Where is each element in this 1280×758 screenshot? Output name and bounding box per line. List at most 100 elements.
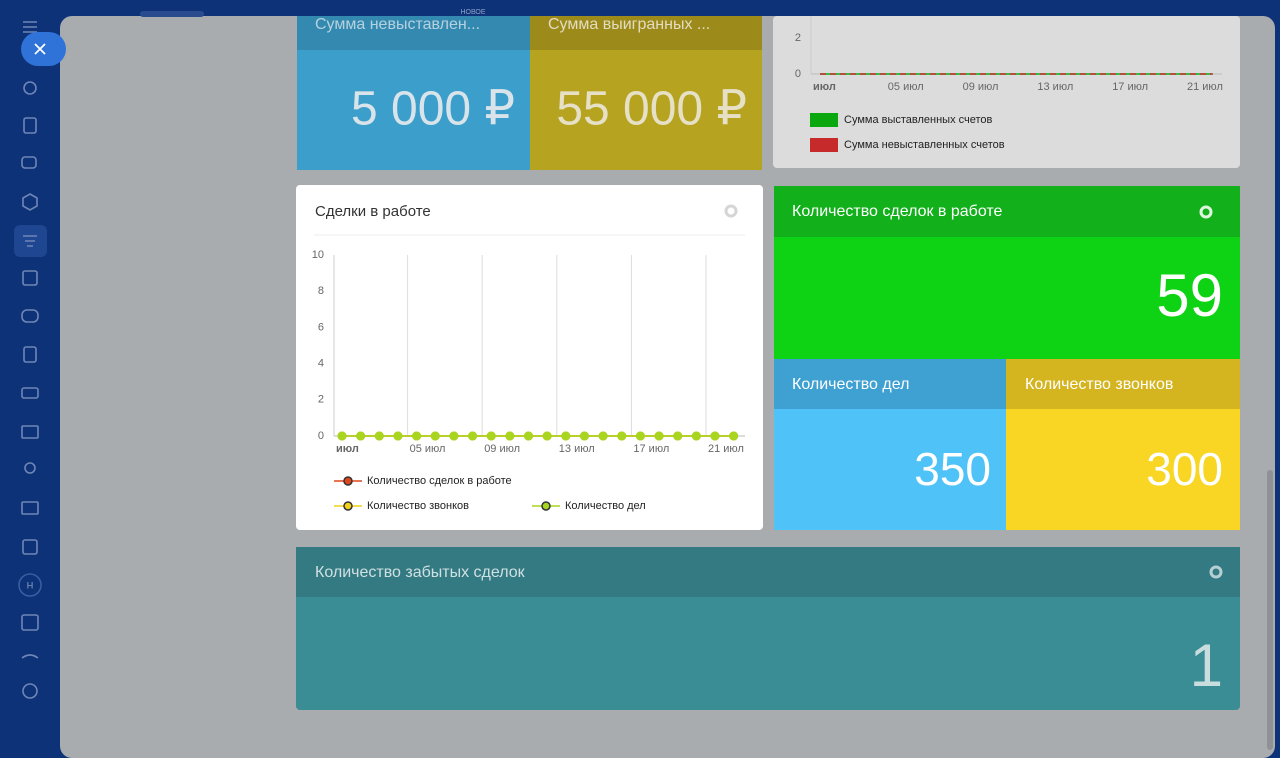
- x-tick-label: 13 июл: [1037, 81, 1073, 93]
- y-tick-label: 2: [318, 394, 324, 406]
- legend-swatch: [810, 138, 838, 152]
- x-tick-label: 17 июл: [633, 443, 669, 455]
- gear-icon[interactable]: [724, 204, 738, 218]
- legend-marker: [343, 501, 353, 511]
- data-point: [561, 431, 571, 441]
- tile-value: 5 000 ₽: [351, 83, 515, 136]
- data-point: [542, 431, 552, 441]
- icon: [23, 346, 37, 363]
- legend-label: Количество дел: [565, 500, 646, 512]
- data-point: [356, 431, 366, 441]
- invoice-chart-card: [773, 16, 1240, 168]
- sidebar-icons: [14, 21, 47, 699]
- icon: [21, 425, 39, 439]
- icon: [21, 654, 39, 659]
- data-point: [635, 431, 645, 441]
- menu-icon: [23, 21, 37, 33]
- data-point: [393, 431, 403, 441]
- y-tick-label: 4: [318, 358, 324, 370]
- data-point: [337, 431, 347, 441]
- avatar: Н: [27, 580, 34, 590]
- x-tick-label: 13 июл: [559, 443, 595, 455]
- deals-chart-card: [296, 185, 763, 530]
- tile-title: Количество забытых сделок: [315, 564, 526, 581]
- badge: НОВОЕ: [460, 9, 485, 16]
- y-tick-label: 10: [312, 249, 324, 261]
- top-tab: [140, 11, 204, 17]
- tile-title: Сумма выигранных ...: [548, 16, 710, 33]
- y-tick-label: 0: [318, 430, 324, 442]
- x-tick-label: июл: [813, 81, 836, 93]
- tile-title: Количество сделок в работе: [792, 203, 1003, 220]
- data-point: [374, 431, 384, 441]
- card-title: Сделки в работе: [315, 203, 431, 220]
- data-point: [579, 431, 589, 441]
- x-tick-label: 09 июл: [484, 443, 520, 455]
- x-tick-label: июл: [336, 443, 359, 455]
- legend-label: Сумма выставленных счетов: [844, 114, 993, 126]
- icon: [21, 387, 39, 399]
- gear-icon[interactable]: [1199, 205, 1213, 219]
- tile-header: [296, 547, 1240, 597]
- close-bg[interactable]: [21, 32, 66, 66]
- tile-value: 350: [914, 443, 991, 495]
- gear-icon[interactable]: [1209, 565, 1223, 579]
- data-point: [412, 431, 422, 441]
- icon: [24, 462, 36, 474]
- data-point: [598, 431, 608, 441]
- tile-title: Количество звонков: [1025, 376, 1173, 393]
- x-tick-label: 21 июл: [1187, 81, 1223, 93]
- tile-value: 55 000 ₽: [556, 83, 747, 136]
- icon: [23, 81, 37, 95]
- y-tick-label: 8: [318, 285, 324, 297]
- legend-swatch: [810, 113, 838, 127]
- tile-header: [297, 16, 530, 50]
- icon: [22, 270, 38, 286]
- icon: [22, 539, 38, 555]
- invoice-chart: 0 2 июл 05 июл 09 июл 13 июл 17 июл 21 июл Сумма…: [795, 16, 1223, 152]
- icon: [21, 501, 39, 515]
- tile-value: 59: [1156, 262, 1223, 329]
- tile-value: 300: [1146, 443, 1223, 495]
- data-point: [673, 431, 683, 441]
- data-point: [468, 431, 478, 441]
- tile-value: 1: [1190, 632, 1223, 699]
- x-tick-label: 17 июл: [1112, 81, 1148, 93]
- data-point: [505, 431, 515, 441]
- icon: [21, 156, 37, 169]
- tile-header: [774, 359, 1006, 409]
- tile-title: Количество дел: [792, 376, 909, 393]
- icon: [23, 235, 37, 247]
- close-icon[interactable]: [34, 43, 46, 55]
- data-point: [449, 431, 459, 441]
- x-tick-label: 05 июл: [888, 81, 924, 93]
- icon: [23, 117, 37, 134]
- data-point: [617, 431, 627, 441]
- data-point: [691, 431, 701, 441]
- tile-title: Сумма невыставлен...: [315, 16, 480, 33]
- settings-icon: [22, 683, 38, 699]
- data-point: [524, 431, 533, 441]
- x-tick-label: 09 июл: [963, 81, 999, 93]
- data-point: [430, 431, 440, 441]
- icon: [21, 309, 39, 323]
- icon: [22, 193, 38, 211]
- legend-marker: [541, 501, 551, 511]
- avatar-circle: [18, 573, 42, 597]
- tile-header: [530, 16, 762, 50]
- data-point: [654, 431, 664, 441]
- legend-label: Сумма невыставленных счетов: [844, 139, 1005, 151]
- tile-header: [1006, 359, 1240, 409]
- icon: [21, 614, 39, 631]
- data-point: [710, 431, 720, 441]
- x-tick-label: 05 июл: [410, 443, 446, 455]
- tile-header: [774, 186, 1240, 237]
- scrollbar: [1267, 470, 1273, 750]
- y-tick-label: 0: [795, 68, 801, 80]
- close-button[interactable]: [21, 32, 66, 66]
- y-tick-label: 2: [795, 32, 801, 44]
- x-tick-label: 21 июл: [708, 443, 744, 455]
- legend-marker: [343, 476, 353, 486]
- deals-chart: 0 2 4 6 8 10 июл 05 июл 09 июл 13 июл 17 июл 21 июл…: [312, 249, 745, 512]
